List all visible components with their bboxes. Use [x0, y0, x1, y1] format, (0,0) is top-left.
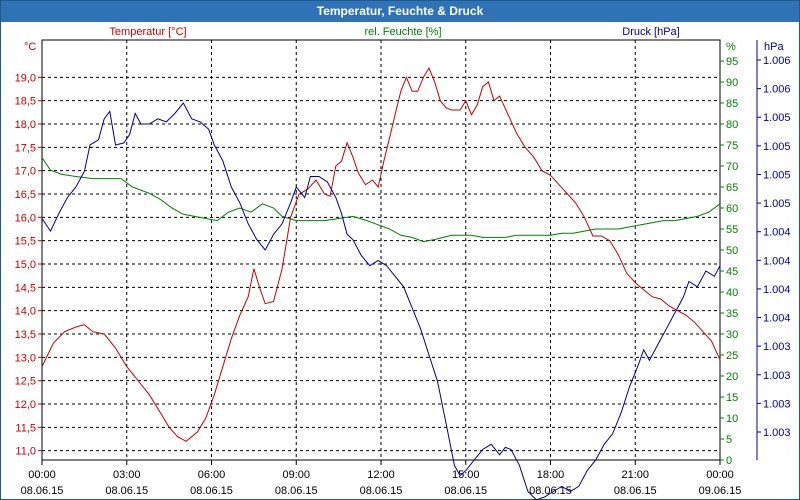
temp-tick-label: 11,0 [15, 446, 36, 458]
series-lines [41, 66, 721, 500]
axis-labels: 00:00 08.06.15 03:00 08.06.15 06:00 08.06.15 0… [15, 26, 791, 497]
chart-title: Temperatur, Feuchte & Druck [1, 1, 799, 22]
x-tick-label-date: 08.06.15 [190, 485, 233, 497]
humidity-tick-label: 25 [726, 350, 738, 362]
temp-tick-label: 11,5 [15, 422, 36, 434]
humidity-tick-label: 55 [726, 224, 738, 236]
humidity-tick-label: 75 [726, 140, 738, 152]
temp-tick-label: 17,0 [15, 166, 36, 178]
pressure-unit: hPa [764, 41, 784, 53]
temp-tick-label: 14,5 [15, 282, 36, 294]
humidity-tick-label: 20 [726, 371, 738, 383]
humidity-tick-label: 35 [726, 308, 738, 320]
x-tick-label-date: 08.06.15 [275, 485, 318, 497]
x-tick-label-time: 15:00 [452, 469, 480, 481]
axes [38, 39, 761, 465]
x-tick-label-time: 21:00 [621, 469, 649, 481]
humidity-tick-label: 65 [726, 182, 738, 194]
humidity-tick-label: 85 [726, 98, 738, 110]
grid [42, 40, 720, 460]
pressure-tick-label: 1.006 [763, 55, 791, 67]
pressure-tick-label: 1.003 [763, 341, 791, 353]
humidity-tick-label: 45 [726, 266, 738, 278]
temp-tick-label: 16,5 [15, 189, 36, 201]
temp-axis-label: Temperatur [°C] [109, 26, 186, 38]
temp-tick-label: 15,0 [15, 259, 36, 271]
x-tick-label-date: 08.06.15 [21, 485, 64, 497]
humidity-tick-label: 80 [726, 119, 738, 131]
pressure-tick-label: 1.003 [763, 398, 791, 410]
x-tick-label-date: 08.06.15 [529, 485, 572, 497]
pressure-line [41, 102, 721, 500]
temp-tick-label: 12,0 [15, 399, 36, 411]
x-tick-label-date: 08.06.15 [444, 485, 487, 497]
temp-tick-label: 14,0 [15, 306, 36, 318]
temp-tick-label: 15,5 [15, 236, 36, 248]
pressure-tick-label: 1.004 [763, 255, 791, 267]
humidity-tick-label: 5 [726, 434, 732, 446]
humidity-axis-label: rel. Feuchte [%] [364, 26, 441, 38]
pressure-tick-label: 1.005 [763, 112, 791, 124]
temperature-line [41, 66, 721, 442]
humidity-tick-label: 95 [726, 56, 738, 68]
humidity-tick-label: 15 [726, 392, 738, 404]
x-tick-label-time: 18:00 [537, 469, 565, 481]
pressure-tick-label: 1.005 [763, 198, 791, 210]
pressure-tick-label: 1.004 [763, 284, 791, 296]
temp-tick-label: 13,5 [15, 329, 36, 341]
x-tick-label-date: 08.06.15 [360, 485, 403, 497]
humidity-tick-label: 0 [726, 455, 732, 467]
x-tick-label-date: 08.06.15 [614, 485, 657, 497]
humidity-tick-label: 90 [726, 77, 738, 89]
humidity-tick-label: 60 [726, 203, 738, 215]
pressure-tick-label: 1.004 [763, 313, 791, 325]
humidity-tick-label: 70 [726, 161, 738, 173]
temp-tick-label: 16,0 [15, 212, 36, 224]
x-tick-label-time: 12:00 [367, 469, 395, 481]
pressure-tick-label: 1.004 [763, 227, 791, 239]
x-tick-label-time: 06:00 [198, 469, 226, 481]
temp-tick-label: 18,0 [15, 119, 36, 131]
x-tick-label-time: 00:00 [28, 469, 56, 481]
x-tick-label-time: 09:00 [282, 469, 310, 481]
x-tick-label-time: 00:00 [706, 469, 734, 481]
x-tick-label-time: 03:00 [113, 469, 141, 481]
humidity-tick-label: 40 [726, 287, 738, 299]
temp-tick-label: 18,5 [15, 96, 36, 108]
humidity-tick-label: 30 [726, 329, 738, 341]
pressure-axis-label: Druck [hPa] [622, 26, 679, 38]
humidity-tick-label: 50 [726, 245, 738, 257]
pressure-tick-label: 1.006 [763, 84, 791, 96]
pressure-tick-label: 1.003 [763, 370, 791, 382]
pressure-tick-label: 1.005 [763, 141, 791, 153]
pressure-tick-label: 1.003 [763, 427, 791, 439]
temp-tick-label: 19,0 [15, 72, 36, 84]
humidity-unit: % [726, 41, 736, 53]
x-tick-label-date: 08.06.15 [105, 485, 148, 497]
temp-tick-label: 13,0 [15, 352, 36, 364]
temp-unit: °C [24, 41, 36, 53]
humidity-line [41, 157, 721, 243]
pressure-tick-label: 1.005 [763, 169, 791, 181]
temp-tick-label: 12,5 [15, 376, 36, 388]
temp-tick-label: 17,5 [15, 142, 36, 154]
x-tick-label-date: 09.06.15 [699, 485, 742, 497]
humidity-tick-label: 10 [726, 413, 738, 425]
